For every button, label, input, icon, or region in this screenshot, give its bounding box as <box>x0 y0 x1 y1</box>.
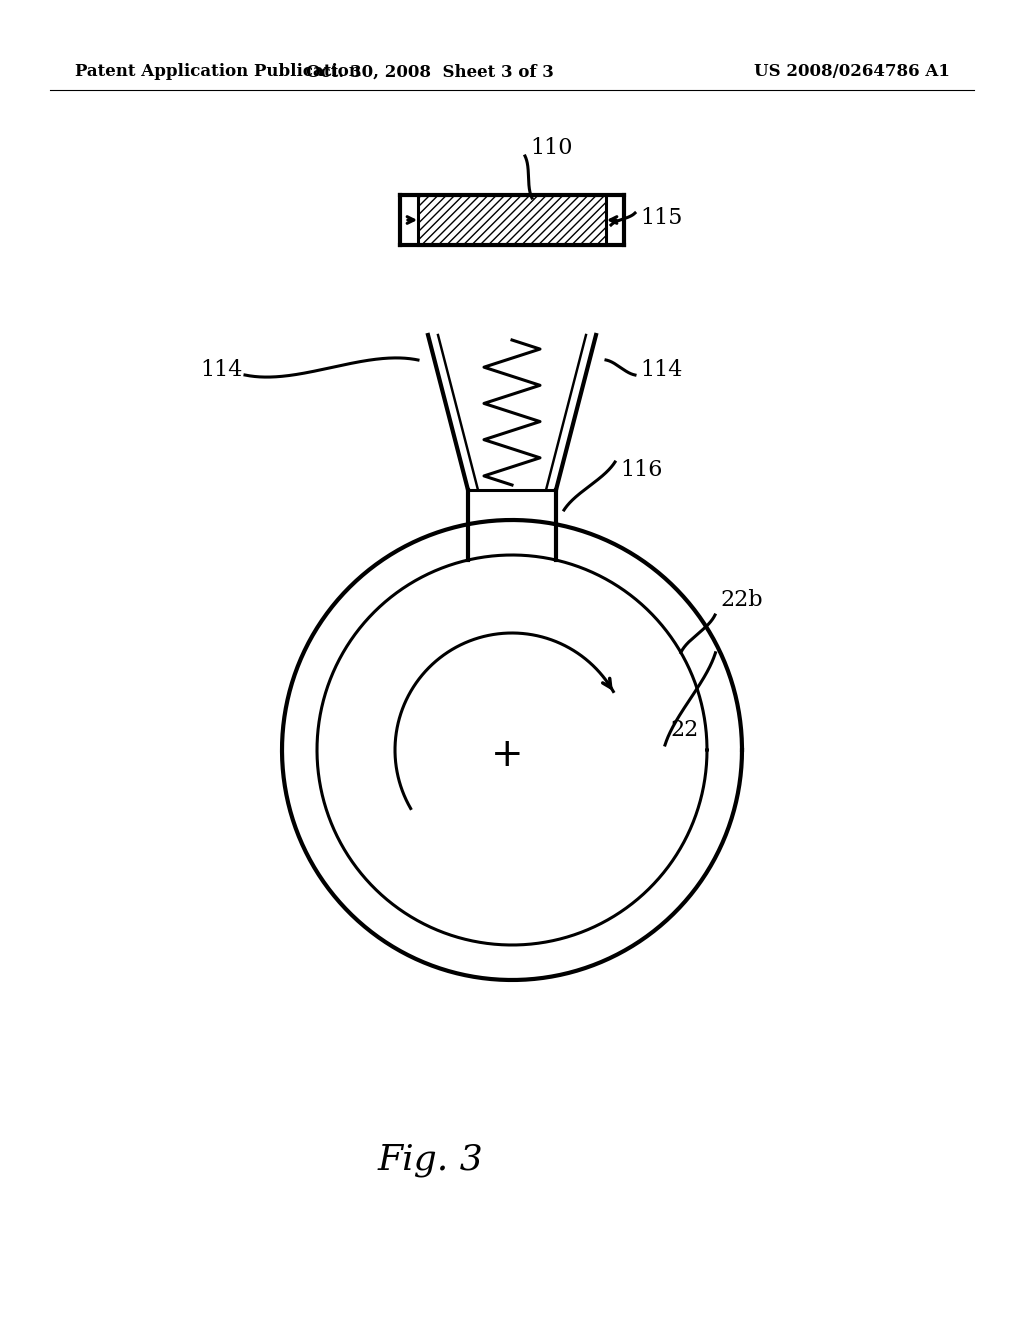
Text: 110: 110 <box>530 137 572 158</box>
Text: 116: 116 <box>620 459 663 480</box>
Text: US 2008/0264786 A1: US 2008/0264786 A1 <box>754 63 950 81</box>
Text: Patent Application Publication: Patent Application Publication <box>75 63 360 81</box>
Text: 22: 22 <box>670 719 698 741</box>
Text: 114: 114 <box>640 359 682 381</box>
Text: Oct. 30, 2008  Sheet 3 of 3: Oct. 30, 2008 Sheet 3 of 3 <box>306 63 554 81</box>
Text: 114: 114 <box>200 359 243 381</box>
Polygon shape <box>418 195 606 246</box>
Text: +: + <box>490 737 523 774</box>
Text: Fig. 3: Fig. 3 <box>377 1143 483 1177</box>
Text: 115: 115 <box>640 207 682 228</box>
Text: 22b: 22b <box>720 589 763 611</box>
